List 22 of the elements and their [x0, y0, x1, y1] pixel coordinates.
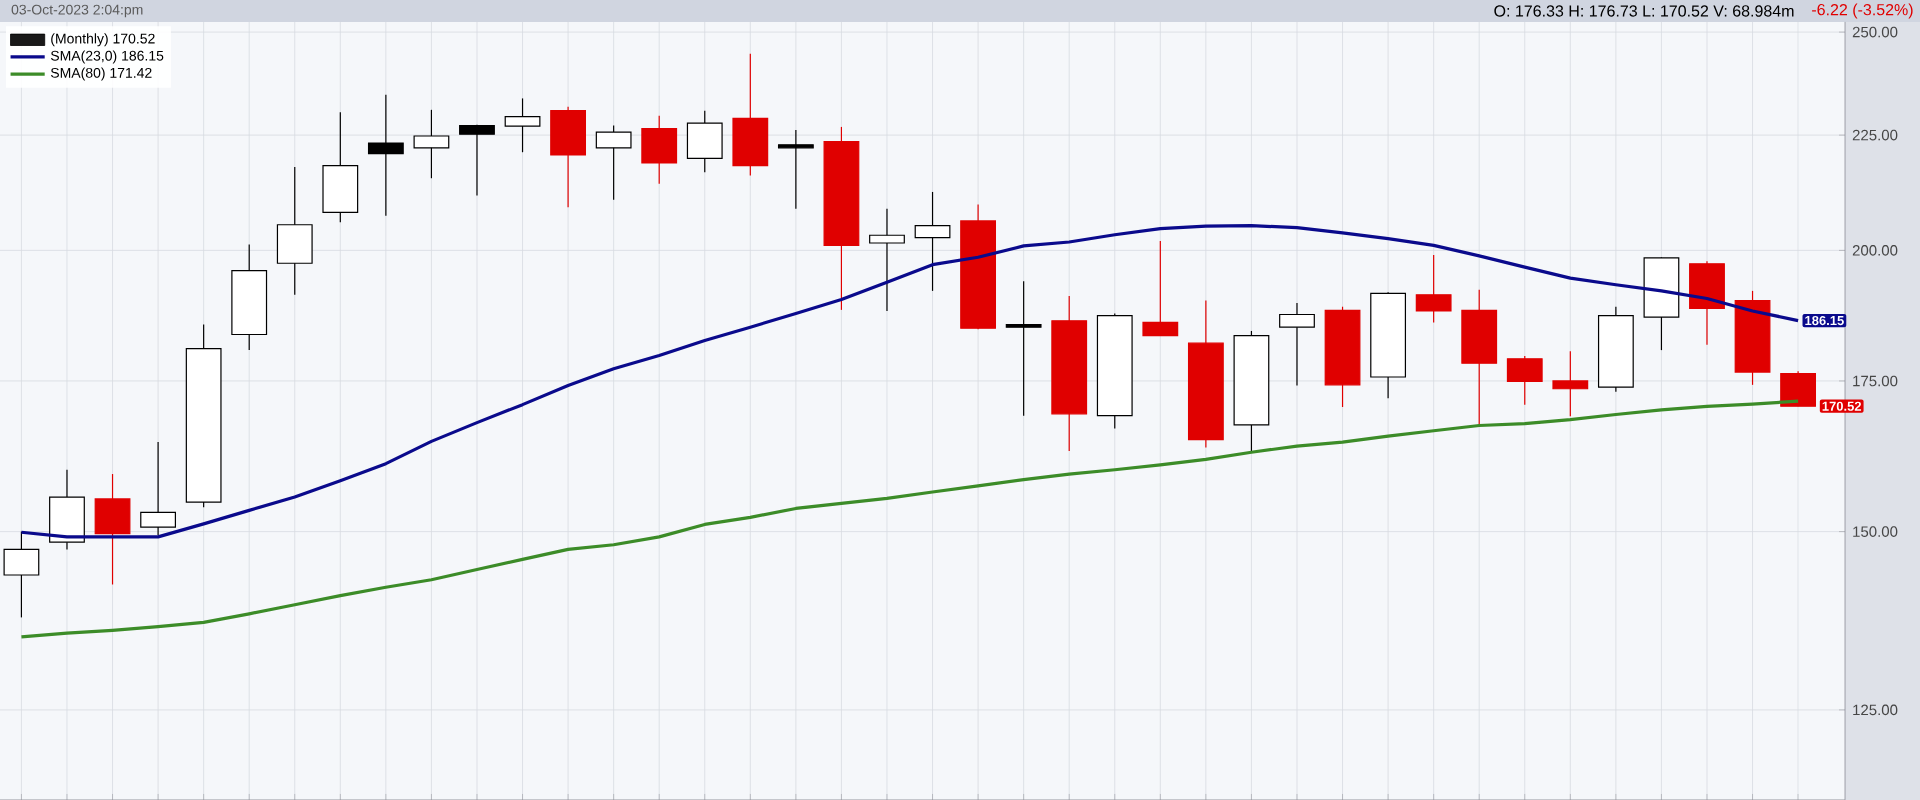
data-label: 186.15 — [1805, 315, 1844, 326]
y-tick-label: 150.00 — [1853, 526, 1898, 537]
legend-label: SMA(23,0) 186.15 — [50, 50, 164, 64]
line-series — [19, 399, 1800, 639]
text: O: 176.33 H: 176.73 L: 170.52 V: 68.984m — [1494, 5, 1794, 17]
text: -6.22 (-3.52%) — [1812, 3, 1913, 19]
candlestick — [777, 129, 814, 210]
y-tick-label: 225.00 — [1852, 129, 1898, 141]
candlestick — [914, 191, 951, 292]
y-tick-label: 250.00 — [1852, 26, 1898, 38]
legend-label: (Monthly) 170.52 — [51, 33, 155, 47]
legend-label: SMA(80) 171.42 — [50, 67, 152, 81]
y-tick-label: 125.00 — [1853, 704, 1898, 716]
candlestick — [869, 208, 905, 312]
text: 03-Oct-2023 2:04:pm — [11, 4, 143, 18]
candlestick — [367, 94, 404, 217]
y-tick-label: 200.00 — [1852, 245, 1898, 256]
candlestick — [1279, 302, 1315, 387]
candlestick — [1552, 350, 1589, 417]
text: 170.52 — [1822, 401, 1862, 411]
y-tick-label: 175.00 — [1853, 375, 1898, 387]
candlestick — [1005, 280, 1042, 417]
